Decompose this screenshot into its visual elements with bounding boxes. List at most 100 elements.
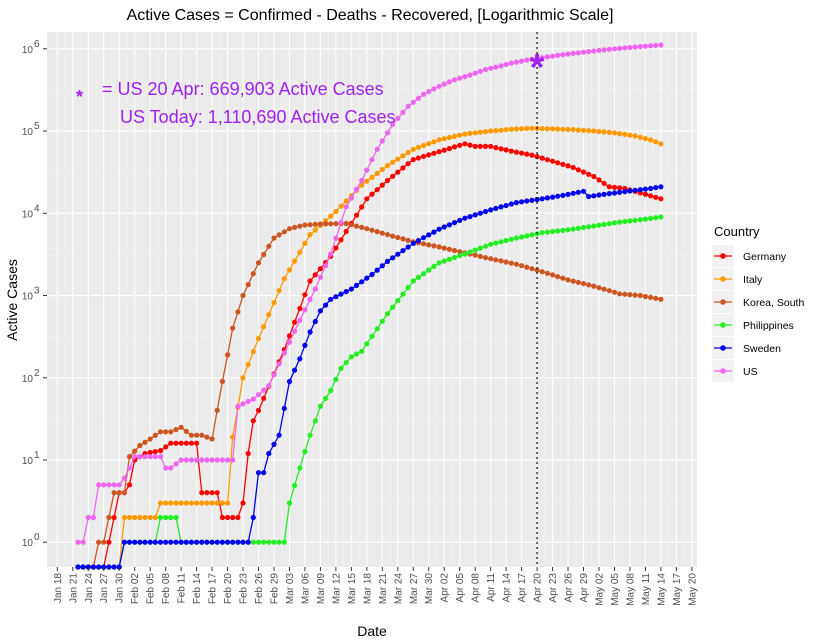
data-point-korea-south	[627, 292, 633, 298]
data-point-germany	[441, 147, 447, 153]
data-point-italy	[219, 500, 225, 506]
data-point-germany	[544, 157, 551, 163]
data-point-us	[266, 383, 272, 389]
series-layer	[75, 42, 664, 570]
data-point-korea-south	[591, 283, 597, 289]
data-point-philippines	[632, 217, 638, 223]
data-point-germany	[410, 157, 416, 163]
data-point-italy	[230, 434, 236, 440]
data-point-sweden	[369, 271, 375, 278]
data-point-korea-south	[632, 292, 638, 298]
data-point-philippines	[488, 241, 494, 247]
data-point-italy	[467, 130, 473, 136]
data-point-germany	[539, 155, 545, 161]
data-point-us	[302, 307, 308, 313]
data-point-sweden	[317, 308, 323, 314]
data-point-italy	[168, 500, 174, 506]
data-point-germany	[359, 204, 365, 210]
data-point-sweden	[591, 193, 597, 199]
data-point-philippines	[157, 514, 164, 521]
data-point-us	[116, 482, 122, 488]
data-point-philippines	[168, 514, 174, 521]
data-point-germany	[353, 212, 360, 218]
data-point-philippines	[503, 237, 509, 244]
data-point-philippines	[560, 227, 566, 233]
data-point-us	[384, 130, 391, 136]
data-point-sweden	[477, 210, 483, 216]
data-point-korea-south	[106, 514, 112, 521]
data-point-korea-south	[245, 282, 251, 288]
data-point-korea-south	[524, 264, 530, 270]
data-point-us	[529, 56, 535, 62]
x-tick-label: Feb 26	[254, 573, 265, 605]
data-point-korea-south	[116, 490, 122, 496]
x-tick-label: May 14	[656, 573, 667, 606]
x-tick-label: Apr 29	[579, 573, 590, 603]
data-point-sweden	[132, 539, 138, 545]
data-point-us	[204, 457, 210, 463]
data-point-philippines	[271, 539, 277, 545]
data-point-korea-south	[312, 221, 318, 227]
data-point-sweden	[348, 286, 354, 292]
data-point-germany	[261, 395, 267, 401]
data-point-korea-south	[441, 245, 447, 251]
data-point-sweden	[142, 539, 148, 545]
data-point-sweden	[472, 212, 478, 218]
data-point-korea-south	[286, 226, 293, 232]
x-tick-label: Apr 08	[471, 573, 482, 603]
data-point-sweden	[96, 564, 102, 570]
data-point-italy	[250, 349, 256, 355]
data-point-italy	[137, 514, 143, 521]
data-point-italy	[225, 500, 231, 506]
data-point-italy	[405, 149, 411, 156]
data-point-philippines	[400, 291, 406, 297]
x-tick-label: Jan 27	[99, 573, 110, 603]
x-tick-label: Feb 08	[161, 573, 172, 605]
x-tick-label: May 08	[625, 573, 636, 606]
data-point-germany	[235, 514, 241, 521]
data-point-germany	[209, 490, 215, 496]
data-point-philippines	[292, 482, 298, 489]
data-point-philippines	[637, 217, 643, 223]
legend-key-point	[720, 276, 726, 282]
data-point-us	[617, 45, 623, 52]
x-tick-label: Feb 29	[269, 573, 280, 605]
data-point-korea-south	[529, 266, 535, 272]
data-point-korea-south	[658, 296, 664, 302]
data-point-us	[245, 398, 251, 405]
data-point-sweden	[498, 204, 504, 210]
data-point-us	[240, 401, 246, 407]
data-point-sweden	[80, 564, 86, 570]
data-point-italy	[410, 146, 416, 152]
x-tick-label: Mar 24	[393, 573, 404, 605]
plot-panel	[47, 32, 697, 567]
data-point-philippines	[297, 465, 303, 471]
data-point-sweden	[384, 258, 391, 264]
data-point-italy	[390, 159, 396, 165]
data-point-germany	[194, 440, 200, 446]
data-point-us	[85, 514, 91, 521]
data-point-us	[622, 45, 628, 51]
data-point-us	[451, 77, 458, 83]
x-tick-label: May 02	[594, 573, 605, 606]
data-point-italy	[369, 174, 375, 180]
data-point-sweden	[276, 432, 282, 438]
data-point-us	[111, 482, 117, 488]
data-point-korea-south	[121, 490, 127, 496]
data-point-italy	[524, 125, 530, 132]
data-point-philippines	[338, 365, 344, 371]
data-point-germany	[462, 141, 468, 147]
data-point-us	[539, 55, 545, 61]
data-point-philippines	[580, 224, 587, 231]
data-point-sweden	[488, 207, 494, 213]
data-point-us	[183, 457, 189, 463]
data-point-philippines	[163, 514, 169, 521]
data-point-germany	[446, 145, 452, 152]
data-point-philippines	[467, 249, 473, 255]
data-point-us	[482, 66, 489, 73]
x-tick-label: Apr 20	[533, 573, 544, 603]
data-point-korea-south	[477, 253, 483, 259]
data-point-us	[374, 146, 380, 152]
x-tick-label: Feb 20	[223, 573, 234, 605]
data-point-germany	[302, 292, 308, 298]
